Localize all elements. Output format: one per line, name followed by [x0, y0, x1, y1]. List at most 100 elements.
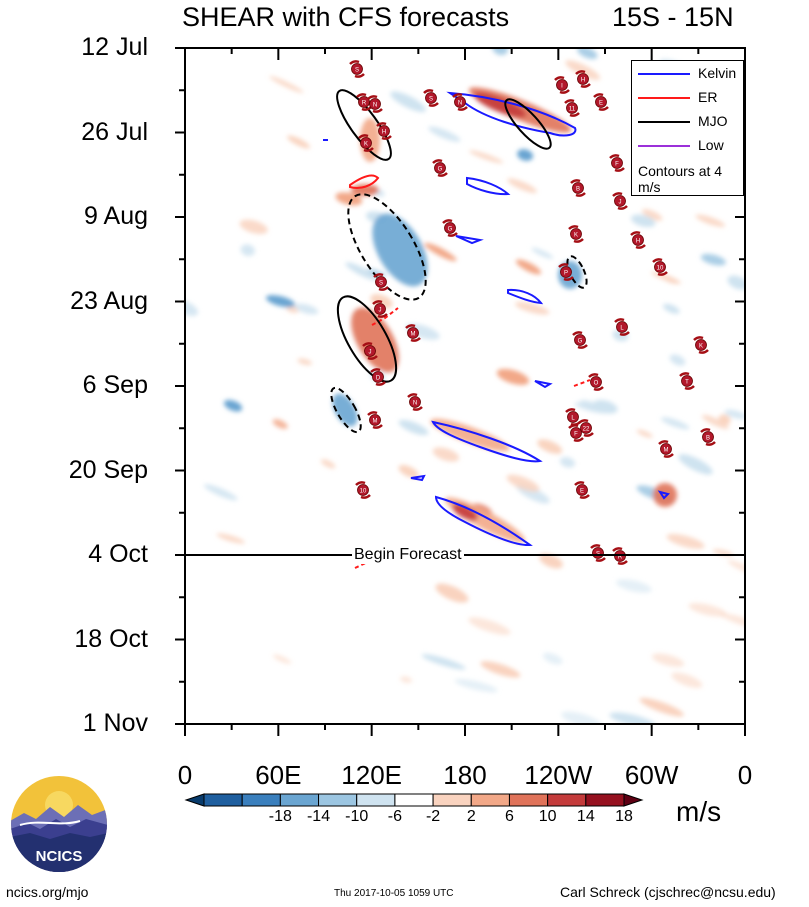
shear-anomaly-cell: [565, 60, 601, 80]
storm-marker: E: [593, 93, 609, 111]
shear-anomaly-cell: [469, 150, 504, 164]
storm-symbol-arm: [358, 134, 374, 152]
storm-label: R: [362, 101, 367, 107]
storm-symbol: [566, 102, 578, 114]
storm-marker: E: [574, 481, 590, 499]
legend-label: Kelvin: [698, 65, 737, 81]
shear-anomaly-cell: [332, 393, 358, 427]
y-tick-label: 26 Jul: [81, 117, 148, 146]
shear-anomaly-cell: [345, 262, 377, 281]
ncics-logo: NCICS: [10, 775, 108, 873]
storm-symbol-arm: [442, 219, 458, 237]
storm-marker: 10: [355, 481, 371, 499]
kelvin-swatch: [638, 73, 690, 76]
storm-symbol-arm: [568, 225, 584, 243]
storm-symbol: [434, 162, 446, 174]
storm-symbol: [595, 96, 607, 108]
colorbar-box: [508, 793, 549, 807]
shear-anomaly-cell: [727, 560, 745, 576]
y-tick-label: 1 Nov: [82, 709, 148, 737]
shear-anomaly-cell: [239, 219, 268, 235]
storm-symbol: [580, 422, 592, 434]
storm-label: T: [685, 380, 689, 386]
shear-anomaly-cell: [320, 459, 336, 469]
storm-symbol-arm: [590, 544, 606, 562]
latitude-band: 15S - 15N: [612, 2, 734, 32]
x-tick-label: 180: [443, 760, 487, 790]
colorbar-tick-label: -14: [306, 808, 331, 825]
storm-symbol-arm: [693, 336, 709, 354]
colorbar-box: [318, 793, 358, 807]
mjo-contour: [336, 295, 398, 383]
storm-symbol-arm: [367, 95, 383, 113]
mjo-contour: [504, 98, 552, 150]
storm-symbol-arm: [630, 231, 646, 249]
begin-forecast-label: Begin Forecast: [352, 546, 464, 564]
kelvin-contour: [434, 495, 533, 547]
legend-note: Contours at 4 m/s: [638, 163, 723, 195]
storm-marker: M: [658, 440, 674, 458]
storm-symbol-arm: [407, 393, 423, 411]
storm-label: N: [413, 401, 417, 407]
storm-symbol-arm: [612, 192, 628, 210]
mjo-contour: [347, 193, 427, 301]
y-tick-label: 9 Aug: [84, 202, 148, 230]
shear-anomaly-cell: [724, 409, 745, 419]
er-contour: [349, 174, 380, 189]
storm-label: F: [615, 162, 619, 168]
mjo-contour: [336, 89, 392, 161]
shear-anomaly-cell: [351, 307, 399, 373]
storm-symbol: [425, 92, 437, 104]
storm-symbol: [360, 137, 372, 149]
colorbar-tick-label: -6: [387, 808, 403, 825]
storm-symbol: [654, 261, 666, 273]
storm-label: 10: [657, 266, 664, 272]
shear-anomaly-cell: [663, 304, 680, 314]
x-tick-label: 60E: [255, 760, 302, 790]
storm-label: R: [618, 555, 623, 561]
storm-symbol: [444, 222, 456, 234]
storm-symbol-arm: [572, 331, 588, 349]
storm-symbol-arm: [568, 424, 584, 442]
storm-label: L: [620, 326, 624, 332]
storm-label: M: [411, 332, 416, 338]
storm-label: M: [373, 419, 378, 425]
er-contour: [371, 307, 399, 326]
storm-symbol: [576, 484, 588, 496]
storm-label: E: [580, 489, 584, 495]
storm-label: L: [571, 416, 575, 422]
storm-marker: R: [356, 93, 372, 111]
shear-anomaly-cell: [516, 259, 541, 275]
storm-symbol-arm: [452, 93, 468, 111]
ncics-link[interactable]: ncics.org/mjo: [6, 884, 89, 900]
x-tick-label: 120E: [341, 760, 403, 790]
shear-anomaly-cell: [653, 483, 677, 507]
storm-symbol-arm: [593, 93, 609, 111]
storm-marker: K: [568, 225, 584, 243]
colorbar-box: [470, 793, 510, 807]
storm-symbol: [577, 73, 589, 85]
shear-anomaly-cell: [559, 457, 576, 468]
mjo-swatch: [638, 121, 690, 124]
storm-marker: M: [405, 324, 421, 342]
storm-label: B: [706, 436, 710, 442]
shear-anomaly-cell: [216, 533, 246, 544]
storm-symbol: [574, 334, 586, 346]
storm-marker: L: [614, 318, 630, 336]
storm-marker: H: [575, 70, 591, 88]
storm-marker: 22: [578, 419, 594, 437]
colorbar-box: [203, 793, 243, 807]
x-tick-label: 60W: [624, 760, 679, 790]
storm-label: K: [364, 142, 368, 148]
storm-label: H: [581, 78, 585, 84]
storm-symbol-arm: [679, 372, 695, 390]
colorbar: [184, 793, 644, 807]
shear-anomaly-cell: [294, 303, 319, 315]
shear-anomaly-cell: [616, 579, 652, 593]
shear-anomaly-cell: [639, 698, 684, 717]
shear-anomaly-cell: [452, 503, 478, 521]
shear-anomaly-cell: [718, 414, 731, 425]
storm-symbol: [570, 228, 582, 240]
storm-symbol-arm: [376, 122, 392, 140]
shear-anomaly-cell: [497, 369, 529, 385]
